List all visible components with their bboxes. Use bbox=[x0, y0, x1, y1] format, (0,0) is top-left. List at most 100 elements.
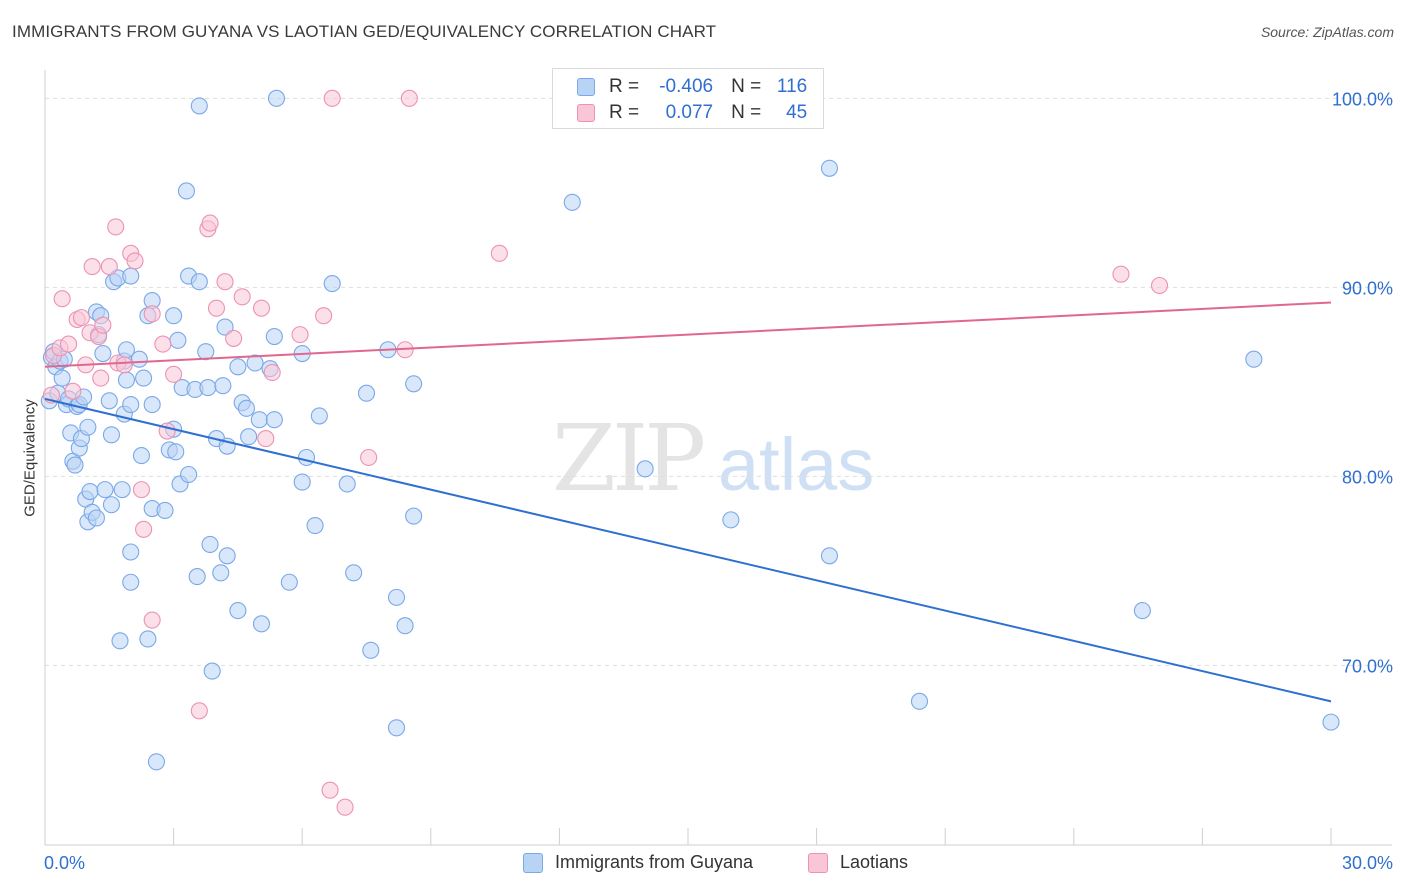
guyana-point bbox=[229, 358, 247, 376]
guyana-point bbox=[190, 97, 208, 115]
guyana-point bbox=[188, 568, 206, 586]
n-label: N = bbox=[731, 102, 762, 123]
guyana-point bbox=[1245, 350, 1263, 368]
guyana-trend-line bbox=[44, 397, 1332, 703]
chart-title: IMMIGRANTS FROM GUYANA VS LAOTIAN GED/EQ… bbox=[12, 22, 717, 41]
guyana-point bbox=[246, 354, 264, 372]
guyana-point bbox=[357, 384, 376, 402]
guyana-point bbox=[122, 396, 140, 414]
grid-lines bbox=[45, 97, 1392, 666]
watermark-zip: ZIP bbox=[552, 405, 703, 512]
legend-swatch-pink bbox=[577, 104, 595, 122]
guyana-point bbox=[96, 481, 114, 499]
legend-label-laotians: Laotians bbox=[840, 852, 909, 872]
y-tick-label: 70.0% bbox=[1342, 656, 1393, 676]
laotians-point bbox=[64, 382, 82, 400]
guyana-point bbox=[165, 307, 183, 325]
guyana-point bbox=[102, 496, 120, 514]
trend-lines bbox=[44, 301, 1332, 703]
laotians-point bbox=[107, 218, 125, 236]
x-tick-label: 0.0% bbox=[44, 853, 85, 873]
watermark-atlas: atlas bbox=[718, 423, 874, 506]
guyana-point bbox=[387, 719, 406, 737]
r-value: 0.077 bbox=[665, 102, 714, 123]
guyana-point bbox=[820, 547, 839, 565]
guyana-point bbox=[910, 692, 929, 710]
guyana-point bbox=[240, 428, 258, 446]
laotians-point bbox=[83, 258, 101, 276]
tick-labels: 70.0% 80.0% 90.0% 100.0% 0.0% 30.0% bbox=[44, 89, 1393, 873]
laotians-point bbox=[115, 356, 133, 374]
guyana-point bbox=[405, 375, 423, 393]
guyana-point bbox=[53, 369, 71, 387]
laotians-point bbox=[135, 520, 153, 538]
guyana-point bbox=[139, 630, 157, 648]
guyana-point bbox=[132, 447, 150, 465]
y-tick-label: 100.0% bbox=[1332, 89, 1393, 109]
laotians-point bbox=[257, 430, 275, 448]
guyana-point bbox=[180, 465, 198, 484]
guyana-point bbox=[177, 182, 196, 200]
laotians-point bbox=[53, 290, 71, 308]
guyana-point bbox=[293, 473, 311, 491]
guyana-point bbox=[563, 193, 581, 211]
guyana-point bbox=[147, 753, 166, 771]
guyana-point bbox=[297, 448, 316, 467]
laotians-point bbox=[126, 252, 144, 270]
guyana-point bbox=[79, 418, 97, 436]
guyana-point bbox=[135, 369, 153, 387]
legend-row-guyana: R = -0.406 N = 116 bbox=[577, 75, 807, 99]
laotians-point bbox=[94, 316, 112, 334]
axes bbox=[44, 70, 1392, 846]
y-tick-label: 80.0% bbox=[1342, 467, 1393, 487]
laotians-point bbox=[336, 798, 354, 816]
guyana-point bbox=[636, 460, 654, 478]
source-note: Source: ZipAtlas.com bbox=[1260, 24, 1394, 40]
n-value: 116 bbox=[776, 76, 808, 97]
guyana-point bbox=[190, 273, 208, 291]
guyana-point bbox=[345, 564, 363, 582]
guyana-point bbox=[143, 396, 161, 414]
series-laotians-points bbox=[42, 89, 1169, 816]
guyana-point bbox=[81, 482, 99, 501]
r-value: -0.406 bbox=[659, 76, 714, 97]
guyana-point bbox=[229, 602, 247, 620]
legend-swatch-pink bbox=[808, 852, 828, 873]
legend-item-guyana[interactable]: Immigrants from Guyana bbox=[523, 852, 753, 873]
guyana-point bbox=[722, 511, 740, 529]
laotians-point bbox=[400, 89, 418, 107]
laotians-point bbox=[1112, 265, 1130, 283]
guyana-point bbox=[94, 344, 112, 363]
guyana-point bbox=[122, 543, 140, 561]
guyana-point bbox=[216, 318, 234, 336]
guyana-point bbox=[111, 632, 129, 650]
laotians-point bbox=[225, 329, 243, 347]
guyana-point bbox=[117, 371, 135, 389]
laotians-point bbox=[132, 481, 150, 499]
y-tick-label: 90.0% bbox=[1342, 278, 1393, 298]
laotians-point bbox=[72, 309, 90, 327]
guyana-point bbox=[87, 509, 105, 527]
guyana-point bbox=[203, 662, 221, 680]
guyana-point bbox=[197, 343, 215, 361]
laotians-point bbox=[1150, 276, 1169, 295]
laotians-point bbox=[207, 299, 226, 317]
r-label: R = bbox=[609, 76, 640, 97]
guyana-point bbox=[387, 588, 406, 606]
legend-swatch-blue bbox=[577, 78, 595, 96]
laotians-point bbox=[263, 363, 281, 381]
guyana-point bbox=[362, 641, 380, 659]
laotians-point bbox=[143, 611, 161, 629]
guyana-point bbox=[237, 399, 256, 417]
guyana-point bbox=[113, 481, 131, 499]
legend-item-laotians[interactable]: Laotians bbox=[808, 852, 908, 873]
guyana-point bbox=[169, 331, 187, 349]
guyana-point bbox=[396, 617, 414, 635]
guyana-point bbox=[306, 516, 324, 535]
guyana-point bbox=[218, 547, 236, 565]
laotians-point bbox=[100, 258, 118, 276]
guyana-point bbox=[267, 89, 286, 107]
laotians-point bbox=[233, 288, 251, 306]
guyana-point bbox=[1322, 713, 1340, 731]
